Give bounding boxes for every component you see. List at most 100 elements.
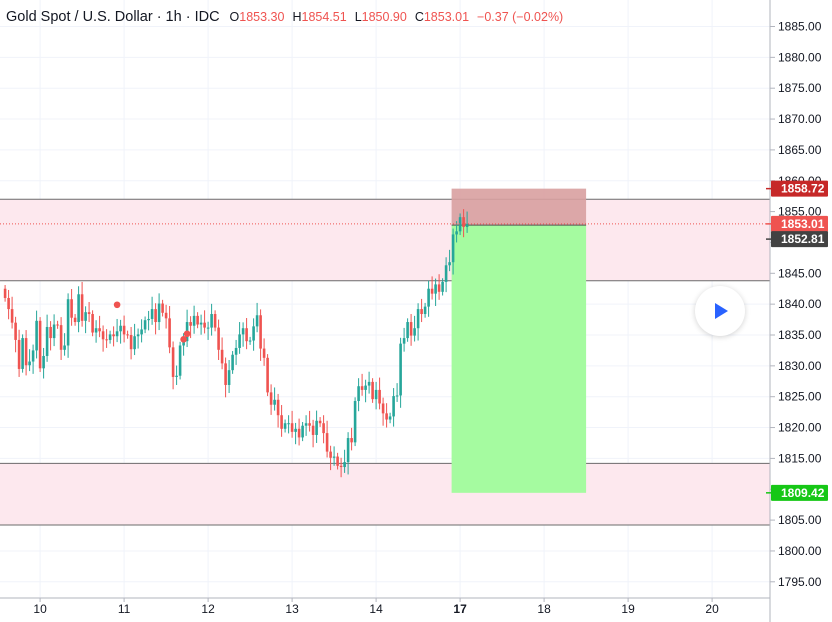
- stop-loss-area: [451, 188, 587, 226]
- open-key: O: [229, 10, 240, 24]
- y-tick-label: 1815.00: [778, 451, 822, 465]
- candle-body: [147, 318, 150, 321]
- y-tick-label: 1830.00: [778, 359, 822, 373]
- candle-body: [409, 322, 413, 336]
- candle-body: [252, 326, 255, 341]
- candle-body: [150, 309, 154, 319]
- candle-body: [266, 357, 269, 393]
- x-tick-label: 18: [537, 602, 551, 616]
- candle-body: [437, 284, 441, 292]
- candle-body: [343, 462, 346, 468]
- candle-body: [416, 309, 420, 329]
- candle-body: [248, 340, 252, 342]
- candle-body: [441, 281, 444, 292]
- candles-layer: [3, 209, 469, 478]
- candle-body: [308, 423, 311, 426]
- candle-body: [350, 438, 353, 443]
- candle-body: [346, 438, 350, 463]
- take-profit-area: [451, 225, 587, 493]
- candle-body: [413, 328, 416, 336]
- high-value: 1854.51: [301, 10, 347, 24]
- y-tick-label: 1840.00: [778, 297, 822, 311]
- stop-price-label: 1858.72: [781, 182, 825, 196]
- event-dot: [183, 330, 191, 338]
- candle-body: [430, 288, 434, 294]
- candle-body: [458, 217, 462, 232]
- y-tick-label: 1820.00: [778, 421, 822, 435]
- event-dot: [113, 301, 121, 309]
- candle-body: [329, 451, 332, 458]
- candle-body: [98, 328, 101, 332]
- play-button[interactable]: [695, 286, 745, 336]
- y-tick-label: 1835.00: [778, 328, 822, 342]
- y-tick-label: 1825.00: [778, 390, 822, 404]
- candle-body: [465, 223, 469, 228]
- short-position-tool[interactable]: [451, 188, 587, 493]
- candle-body: [339, 465, 343, 468]
- entry-price-label: 1852.81: [781, 232, 825, 246]
- x-tick-label: 11: [118, 602, 131, 616]
- candle-body: [143, 320, 147, 330]
- candle-body: [45, 326, 49, 356]
- candle-body: [91, 314, 94, 333]
- candle-body: [227, 370, 231, 385]
- candle-body: [367, 381, 371, 386]
- candle-body: [280, 415, 283, 429]
- candle-body: [31, 350, 35, 362]
- candle-body: [311, 425, 315, 435]
- stop-price-label-bg: [771, 180, 828, 197]
- candle-body: [297, 428, 301, 438]
- y-tick-label: 1885.00: [778, 20, 822, 34]
- candle-body: [360, 386, 364, 390]
- ohlc-legend: O1853.30 H1854.51 L1850.90 C1853.01 −0.37 (−…: [230, 10, 572, 24]
- candle-body: [220, 349, 224, 364]
- candle-body: [178, 345, 182, 376]
- candle-body: [63, 345, 66, 350]
- candle-body: [213, 314, 217, 328]
- candle-body: [318, 420, 322, 424]
- chart-header: Gold Spot / U.S. Dollar · 1h · IDC O1853…: [6, 9, 571, 25]
- candle-body: [35, 320, 38, 351]
- open-value: 1853.30: [239, 10, 285, 24]
- low-key: L: [354, 10, 362, 24]
- candle-body: [94, 328, 98, 333]
- candle-body: [217, 327, 220, 350]
- candle-body: [448, 262, 451, 266]
- candle-body: [7, 297, 10, 310]
- candle-body: [115, 331, 119, 337]
- candle-body: [255, 315, 259, 327]
- candle-body: [322, 423, 325, 434]
- candle-body: [269, 392, 273, 405]
- candle-body: [287, 423, 290, 425]
- candle-body: [276, 399, 280, 416]
- candle-body: [119, 325, 122, 332]
- candle-body: [423, 306, 427, 315]
- y-tick-label: 1865.00: [778, 143, 822, 157]
- candle-body: [161, 303, 164, 313]
- low-value: 1850.90: [361, 10, 407, 24]
- candle-body: [126, 334, 129, 336]
- candle-body: [3, 288, 7, 298]
- candle-body: [73, 317, 77, 323]
- y-tick-label: 1870.00: [778, 112, 822, 126]
- candle-body: [378, 389, 381, 404]
- x-tick-label: 12: [201, 602, 215, 616]
- candle-body: [140, 329, 143, 335]
- candle-body: [283, 423, 287, 429]
- target-price-label-bg: [771, 484, 828, 501]
- candle-body: [427, 288, 430, 307]
- candle-body: [84, 312, 87, 321]
- target-price-label: 1809.42: [781, 486, 825, 500]
- candle-body: [444, 265, 448, 282]
- candle-body: [196, 315, 199, 325]
- zones-layer: [0, 198, 770, 526]
- current-price-label-bg: [771, 215, 828, 232]
- candle-body: [49, 326, 52, 339]
- candle-body: [203, 322, 206, 328]
- candle-body: [171, 347, 175, 377]
- candle-body: [199, 322, 203, 325]
- symbol-title[interactable]: Gold Spot / U.S. Dollar · 1h · IDC: [6, 9, 220, 25]
- current-price-label: 1853.01: [781, 217, 825, 231]
